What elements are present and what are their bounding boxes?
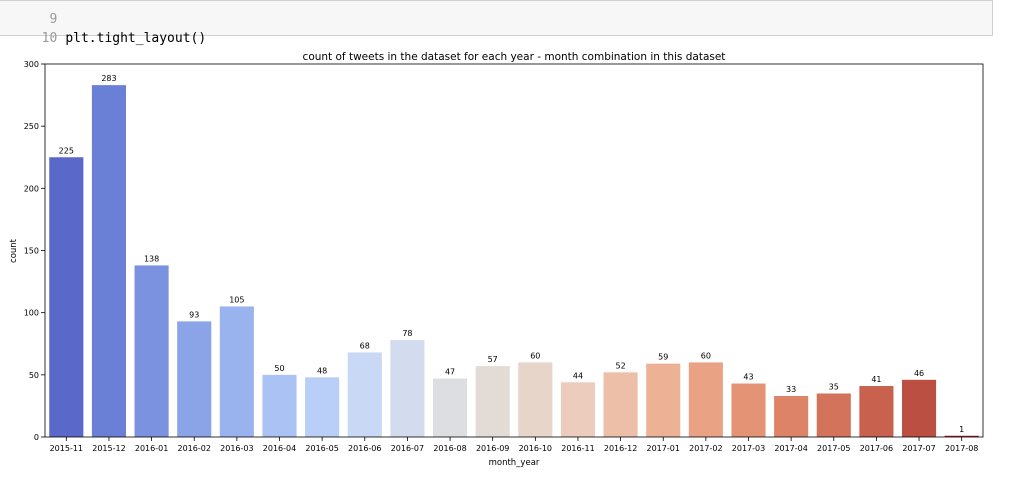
x-tick-label: 2015-12 [92, 444, 125, 453]
bar-2016-06 [347, 352, 382, 437]
bar-2016-02 [177, 321, 212, 437]
chart-title: count of tweets in the dataset for each … [303, 51, 726, 63]
code-line-9: 9 [0, 0, 65, 27]
y-axis-label: count [9, 238, 19, 263]
x-tick-label: 2017-07 [902, 444, 935, 453]
x-tick-label: 2016-04 [263, 444, 296, 453]
x-tick-label: 2016-07 [391, 444, 424, 453]
bar-value-label: 60 [701, 351, 711, 360]
x-tick-label: 2017-02 [689, 444, 722, 453]
bar-2016-05 [305, 377, 340, 437]
y-axis: 0 50 100 150 200 250 300 [24, 60, 45, 442]
bar-value-label: 283 [101, 74, 116, 83]
x-tick-label: 2016-11 [561, 444, 594, 453]
bar-value-label: 33 [786, 385, 796, 394]
bar-value-label: 105 [229, 295, 244, 304]
bar-2017-01 [646, 363, 681, 437]
bar-2017-02 [688, 362, 723, 437]
x-tick-label: 2016-02 [178, 444, 211, 453]
x-tick-label: 2016-08 [433, 444, 466, 453]
x-tick-label: 2016-10 [519, 444, 552, 453]
x-tick-label: 2016-05 [305, 444, 338, 453]
bar-value-label: 68 [360, 341, 370, 350]
y-tick-label: 250 [24, 122, 39, 131]
bar-2016-12 [603, 372, 638, 437]
bar-value-label: 41 [871, 375, 881, 384]
bar-value-label: 52 [615, 361, 625, 370]
bar-value-label: 93 [189, 310, 199, 319]
bar-2017-06 [859, 386, 894, 437]
line-number: 9 [49, 12, 58, 27]
bar-value-label: 35 [829, 382, 839, 391]
bar-2016-10 [518, 362, 553, 437]
bar-2016-11 [560, 382, 596, 437]
bar-2016-07 [390, 340, 425, 437]
bar-value-label: 138 [144, 254, 159, 263]
y-tick-label: 50 [29, 371, 39, 380]
bar-2016-01 [134, 265, 169, 437]
plot-frame [44, 63, 984, 438]
bar-value-label: 48 [317, 366, 327, 375]
bar-2017-07 [901, 379, 937, 437]
bar-value-label: 44 [573, 371, 583, 380]
bar-2016-08 [432, 378, 468, 437]
line-number: 10 [41, 31, 58, 46]
x-tick-label: 2017-04 [774, 444, 807, 453]
bar-value-label: 1 [959, 425, 964, 434]
x-axis: 2015-11 2015-12 2016-01 2016-02 2016-03 2016-… [50, 437, 978, 453]
bars-group [49, 85, 979, 438]
x-tick-label: 2017-03 [732, 444, 765, 453]
x-tick-label: 2017-08 [945, 444, 978, 453]
bar-value-label: 46 [914, 369, 924, 378]
x-tick-label: 2016-01 [135, 444, 168, 453]
line-code: plt.tight_layout() [65, 31, 207, 46]
bar-2017-05 [816, 393, 851, 437]
bar-2016-03 [219, 306, 254, 437]
bar-value-label: 50 [274, 364, 284, 373]
bar-2016-09 [475, 366, 510, 437]
y-tick-label: 100 [24, 309, 39, 318]
bar-2017-04 [774, 395, 809, 437]
x-tick-label: 2016-09 [476, 444, 509, 453]
x-tick-label: 2016-06 [348, 444, 381, 453]
bar-value-label: 225 [59, 146, 74, 155]
x-tick-label: 2017-01 [647, 444, 680, 453]
bar-value-label: 78 [402, 329, 412, 338]
x-tick-label: 2017-06 [860, 444, 893, 453]
code-cell[interactable]: 9 10 plt.tight_layout() [0, 0, 993, 46]
bar-2015-12 [91, 85, 127, 438]
bar-2015-11 [49, 157, 84, 437]
x-tick-label: 2017-05 [817, 444, 850, 453]
y-tick-label: 300 [24, 60, 39, 69]
y-tick-label: 150 [24, 247, 39, 256]
bar-value-label: 47 [445, 368, 455, 377]
bar-chart: count of tweets in the dataset for each … [9, 51, 984, 468]
y-tick-label: 200 [24, 184, 39, 193]
bar-value-label: 59 [658, 353, 668, 362]
x-axis-label: month_year [489, 458, 540, 468]
y-tick-label: 0 [34, 433, 39, 442]
x-tick-label: 2016-03 [220, 444, 253, 453]
x-tick-label: 2016-12 [604, 444, 637, 453]
data-labels-group: 225 283 138 93 105 50 48 68 78 47 57 60 44 52 59 60 43 33… [59, 74, 965, 434]
bar-2017-08 [944, 435, 979, 437]
bar-value-label: 60 [530, 351, 540, 360]
code-line-10: 10 plt.tight_layout() [0, 12, 207, 46]
bar-value-label: 43 [743, 373, 753, 382]
bar-2017-03 [731, 383, 766, 437]
x-tick-label: 2015-11 [50, 444, 83, 453]
bar-2016-04 [262, 374, 297, 437]
bar-value-label: 57 [488, 355, 498, 364]
